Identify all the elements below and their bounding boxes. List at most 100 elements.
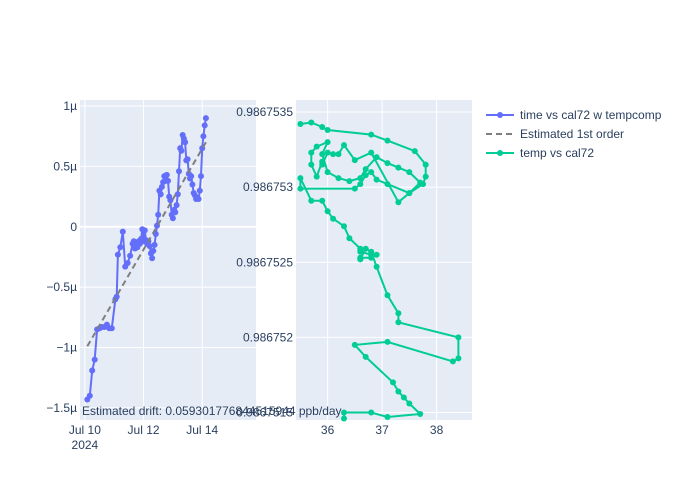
right-x-tick-label: 38 — [430, 423, 444, 437]
left-plot-background — [80, 100, 256, 420]
legend[interactable]: time vs cal72 w tempcomp Estimated 1st o… — [486, 108, 662, 160]
data-point — [368, 131, 375, 138]
data-point — [395, 388, 402, 395]
data-point — [119, 228, 126, 235]
data-point — [373, 263, 380, 270]
data-point — [201, 122, 208, 129]
data-point — [202, 115, 209, 122]
left-x-tick-label: Jul 10 — [69, 423, 101, 437]
legend-label: Estimated 1st order — [520, 127, 624, 141]
data-point — [449, 358, 456, 365]
data-point — [86, 392, 93, 399]
data-point — [346, 178, 353, 185]
data-point — [330, 215, 337, 222]
right-y-tick-label: 0.9867525 — [236, 255, 293, 269]
legend-item-temp-vs-cal72[interactable]: temp vs cal72 — [486, 146, 594, 160]
left-y-tick-labels: 1µ 0.5µ 0 −0.5µ −1µ −1.5µ — [46, 99, 77, 415]
data-point — [357, 181, 364, 188]
legend-item-time-vs-cal72[interactable]: time vs cal72 w tempcomp — [486, 108, 662, 122]
left-y-tick-label: −1µ — [56, 341, 77, 355]
data-point — [319, 158, 326, 165]
data-point — [341, 223, 347, 230]
data-point — [384, 160, 391, 167]
data-point — [324, 208, 331, 215]
right-x-tick-label: 36 — [321, 423, 335, 437]
data-point — [455, 334, 462, 341]
left-x-tick-sublabel: 2024 — [72, 438, 99, 452]
data-point — [422, 161, 429, 168]
data-point — [196, 187, 203, 194]
legend-swatch-marker — [497, 112, 503, 118]
left-gridlines — [80, 100, 256, 420]
data-point — [455, 355, 462, 362]
data-point — [297, 185, 304, 192]
data-point — [173, 202, 180, 209]
right-plot-background — [296, 100, 472, 420]
data-point — [330, 151, 337, 158]
data-point — [384, 292, 391, 299]
data-point — [308, 119, 315, 126]
data-point — [297, 175, 304, 182]
data-point — [195, 196, 202, 202]
right-x-tick-label: 37 — [375, 423, 389, 437]
data-point — [368, 409, 375, 416]
data-point — [165, 177, 171, 184]
data-point — [406, 400, 413, 407]
data-point — [395, 310, 402, 317]
data-point — [362, 353, 369, 360]
left-x-tick-label: Jul 14 — [186, 423, 218, 437]
data-point — [395, 319, 402, 326]
data-point — [368, 248, 375, 255]
left-series-group — [84, 115, 209, 403]
data-point — [417, 411, 424, 417]
data-point — [411, 148, 418, 155]
data-point — [198, 173, 204, 180]
data-point — [149, 255, 156, 262]
data-point — [188, 173, 195, 180]
data-point — [422, 173, 429, 180]
data-point — [335, 175, 342, 182]
right-y-tick-labels: 0.9867515 0.986752 0.9867525 0.986753 0.9867… — [236, 105, 293, 419]
data-point — [297, 121, 304, 127]
data-point — [308, 197, 315, 204]
data-point — [362, 245, 369, 252]
legend-label: temp vs cal72 — [520, 146, 594, 160]
data-point — [313, 143, 320, 150]
data-point — [324, 139, 331, 146]
data-point — [335, 151, 342, 158]
left-y-tick-label: 0.5µ — [53, 159, 77, 173]
right-y-tick-label: 0.9867535 — [236, 105, 293, 119]
data-point — [174, 191, 181, 198]
data-point — [406, 190, 413, 197]
data-point — [178, 147, 185, 154]
legend-swatch-marker — [497, 150, 503, 156]
data-point — [384, 181, 391, 188]
data-point — [163, 171, 170, 178]
left-y-tick-label: −1.5µ — [46, 401, 77, 415]
data-point — [373, 251, 380, 258]
right-y-tick-label: 0.986753 — [243, 180, 293, 194]
data-point — [150, 247, 157, 254]
data-point — [341, 142, 347, 149]
drift-annotation: Estimated drift: 0.059301776844515944 pp… — [82, 404, 342, 418]
data-point — [308, 161, 315, 168]
data-point — [341, 409, 347, 416]
data-point — [373, 176, 380, 183]
data-point — [108, 325, 115, 332]
data-point — [308, 149, 315, 156]
data-point — [117, 244, 124, 251]
data-point — [200, 133, 207, 140]
data-point — [124, 260, 131, 266]
data-point — [189, 181, 196, 188]
data-point — [158, 183, 165, 190]
data-point — [157, 191, 164, 198]
right-plot-area[interactable]: 0.9867515 0.986752 0.9867525 0.986753 0.9867… — [236, 100, 472, 437]
data-point — [324, 127, 331, 133]
legend-item-estimated-1st-order[interactable]: Estimated 1st order — [486, 127, 624, 141]
data-point — [313, 173, 320, 180]
data-point — [357, 175, 364, 182]
left-x-tick-label: Jul 12 — [128, 423, 160, 437]
data-point — [406, 169, 413, 176]
